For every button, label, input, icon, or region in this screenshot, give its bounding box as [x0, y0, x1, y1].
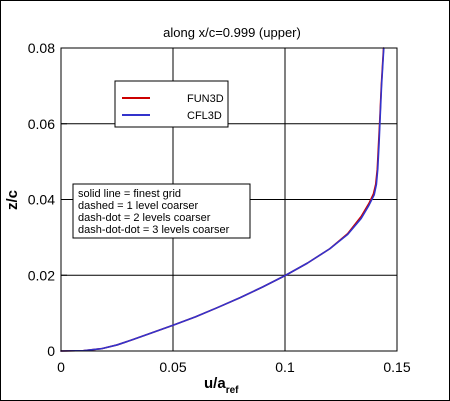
line-style-note: solid line = finest grid dashed = 1 leve… [72, 183, 251, 239]
x-axis-label-subscript: ref [226, 385, 239, 396]
legend-label-fun3d: FUN3D [187, 93, 224, 105]
y-tick-label: 0 [47, 343, 55, 359]
y-tick-label: 0.04 [28, 192, 55, 208]
y-tick-label: 0.06 [28, 116, 55, 132]
x-tick-label: 0 [57, 359, 65, 375]
legend-box: FUN3D CFL3D [114, 80, 229, 128]
plot-area-border [60, 47, 398, 352]
y-tick-label: 0.02 [28, 267, 55, 283]
legend-label-cfl3d: CFL3D [187, 110, 222, 122]
x-tick-label: 0.1 [275, 359, 295, 375]
x-tick-label: 0.05 [159, 359, 186, 375]
axis-ticks: 0 0.05 0.1 0.15 0 0.02 0.04 0.06 0.08 [28, 40, 411, 375]
x-tick-label: 0.15 [383, 359, 410, 375]
x-axis-label: u/aref [204, 375, 239, 396]
chart-title: along x/c=0.999 (upper) [163, 25, 301, 40]
note-line-2: dashed = 1 level coarser [78, 200, 198, 212]
note-line-3: dash-dot = 2 levels coarser [78, 212, 211, 224]
y-axis-label: z/c [4, 190, 21, 210]
series-line-cfl3d [60, 47, 385, 352]
x-axis-label-main: u/a [204, 375, 226, 392]
note-line-4: dash-dot-dot = 3 levels coarser [78, 224, 230, 236]
series-layer [60, 47, 385, 352]
note-line-1: solid line = finest grid [78, 188, 181, 200]
y-tick-label: 0.08 [28, 40, 55, 56]
